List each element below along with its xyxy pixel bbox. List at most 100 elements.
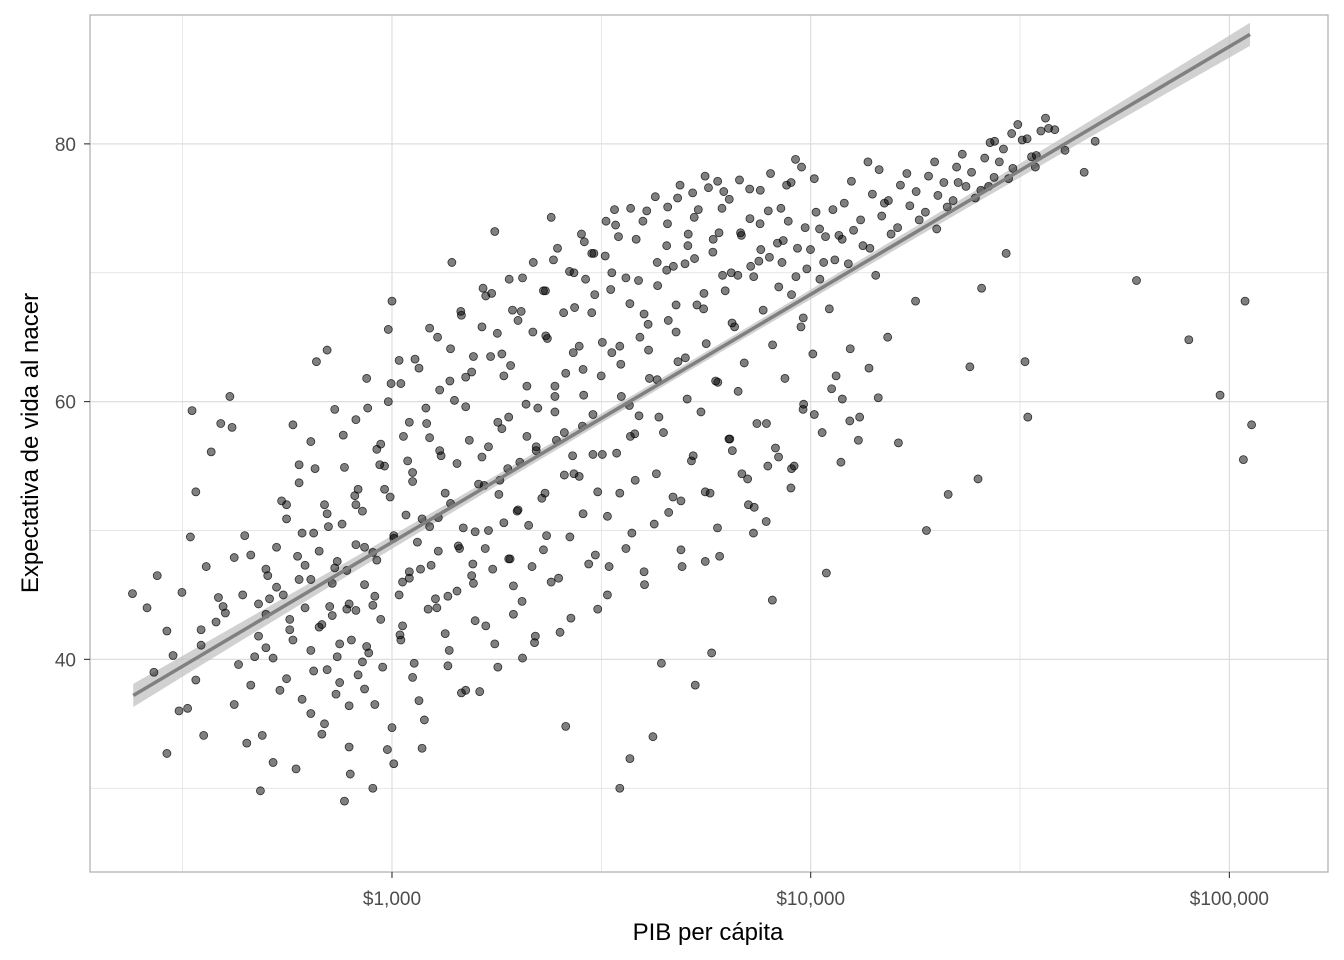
data-point-466	[493, 417, 503, 427]
data-point-372	[780, 374, 790, 383]
data-point-279	[791, 272, 801, 282]
data-point-391	[362, 374, 372, 383]
data-point-497	[787, 290, 796, 300]
data-point-84	[707, 648, 717, 658]
data-point-40	[401, 510, 411, 520]
data-point-506	[240, 531, 250, 541]
data-point-353	[603, 511, 612, 521]
data-point-136	[282, 674, 291, 684]
data-point-443	[278, 590, 288, 600]
data-point-264	[653, 281, 663, 291]
data-point-5	[183, 703, 193, 713]
data-point-179	[662, 265, 672, 275]
data-point-540	[675, 180, 685, 190]
data-point-576	[713, 523, 722, 533]
data-point-263	[644, 345, 653, 355]
data-point-556	[469, 578, 478, 588]
data-point-502	[834, 230, 844, 240]
data-point-122	[1023, 412, 1033, 422]
data-point-570	[639, 567, 649, 577]
data-point-329	[378, 662, 388, 672]
data-point-248	[506, 361, 516, 370]
data-point-409	[549, 255, 558, 265]
data-point-380	[855, 412, 865, 422]
data-point-394	[394, 355, 404, 365]
data-point-47	[447, 258, 457, 267]
data-point-330	[387, 723, 397, 733]
data-point-399	[446, 344, 455, 354]
data-point-60	[522, 432, 532, 441]
data-point-368	[743, 474, 753, 484]
data-point-534	[601, 216, 611, 226]
data-point-171	[587, 308, 597, 318]
data-point-544	[317, 729, 327, 739]
data-point-12	[214, 593, 223, 602]
data-point-487	[692, 300, 702, 310]
data-point-269	[699, 304, 709, 314]
data-point-513	[350, 491, 360, 501]
data-point-328	[368, 600, 378, 610]
data-point-29	[340, 796, 349, 806]
data-point-496	[777, 258, 787, 267]
data-point-102	[837, 394, 847, 404]
y-axis-ticks: 40 60 80	[55, 135, 90, 671]
data-point-80	[676, 496, 686, 506]
data-point-277	[773, 238, 782, 248]
data-point-135	[268, 653, 278, 663]
data-point-307	[1050, 125, 1060, 135]
data-point-65	[561, 721, 571, 731]
data-point-527	[516, 307, 526, 316]
data-point-36	[383, 325, 393, 334]
data-point-446	[306, 575, 316, 584]
data-point-358	[649, 519, 659, 529]
data-point-153	[422, 419, 432, 428]
data-point-493	[749, 272, 759, 282]
data-point-319	[291, 764, 301, 774]
data-point-430	[766, 169, 775, 178]
data-point-401	[467, 367, 477, 377]
data-point-508	[277, 496, 287, 506]
data-point-233	[372, 555, 382, 565]
data-point-518	[410, 354, 420, 364]
data-point-479	[616, 392, 626, 401]
data-point-133	[1247, 420, 1257, 430]
data-point-520	[433, 332, 442, 342]
data-point-28	[332, 652, 342, 662]
data-point-172	[596, 371, 606, 381]
data-point-558	[493, 662, 503, 672]
data-point-386	[306, 437, 316, 446]
data-point-103	[845, 416, 855, 426]
data-point-485	[673, 357, 683, 367]
data-point-182	[690, 254, 699, 263]
data-point-360	[668, 492, 678, 502]
data-point-260	[616, 359, 626, 369]
data-point-519	[421, 403, 431, 413]
data-point-252	[542, 334, 552, 343]
data-point-337	[452, 586, 462, 596]
data-point-162	[504, 412, 514, 422]
data-point-500	[815, 274, 825, 284]
data-point-581	[774, 452, 783, 462]
data-point-526	[504, 274, 514, 284]
data-point-152	[412, 537, 422, 547]
data-point-204	[896, 180, 905, 190]
data-point-568	[615, 488, 625, 498]
data-point-355	[621, 544, 631, 553]
data-point-512	[338, 430, 348, 440]
data-point-226	[314, 546, 324, 556]
data-point-76	[639, 309, 649, 319]
data-point-198	[839, 198, 849, 208]
data-point-442	[272, 542, 281, 552]
data-point-475	[578, 364, 588, 374]
data-point-101	[831, 371, 841, 381]
data-point-196	[821, 232, 830, 242]
data-point-301	[994, 157, 1004, 167]
data-point-86	[719, 187, 729, 196]
data-point-243	[461, 402, 471, 412]
data-point-221	[254, 631, 263, 641]
data-point-575	[700, 487, 710, 497]
data-point-238	[416, 564, 425, 574]
data-point-39	[396, 379, 406, 388]
data-point-283	[828, 205, 838, 215]
